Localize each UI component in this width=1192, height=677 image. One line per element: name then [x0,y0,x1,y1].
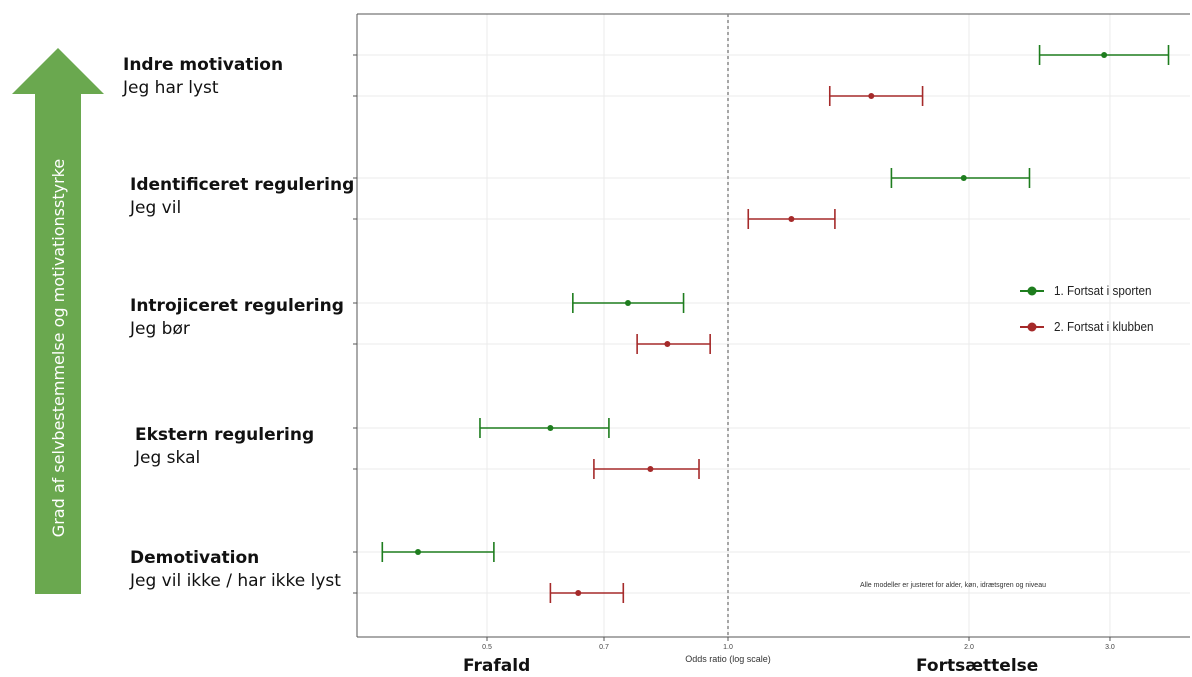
label-fortsaettelse: Fortsættelse [916,656,1039,676]
category-title: Ekstern regulering [135,425,315,445]
point-estimate [575,590,582,596]
category-subtitle: Jeg bør [130,319,190,339]
category-subtitle: Jeg har lyst [123,78,219,98]
point-estimate [624,300,631,306]
point-estimate [547,425,554,431]
x-tick-label: 0.5 [482,644,492,651]
point-estimate [868,93,875,99]
category-title: Identificeret regulering [130,175,355,195]
x-tick-label: 3.0 [1105,644,1115,651]
arrow-shape [12,48,104,594]
legend-marker-icon [1020,286,1044,296]
x-tick-label: 2.0 [964,644,974,651]
x-tick-label: 0.7 [599,644,609,651]
category-label-demotivation: Demotivation Jeg vil ikke / har ikke lys… [130,547,341,593]
x-axis-title: Odds ratio (log scale) [685,654,771,664]
point-estimate [415,549,422,555]
category-label-indre: Indre motivation Jeg har lyst [123,54,283,100]
legend: 1. Fortsat i sporten 2. Fortsat i klubbe… [1018,280,1188,352]
category-subtitle: Jeg skal [135,448,201,468]
plot-panel [357,14,1190,637]
legend-item-sporten: 1. Fortsat i sporten [1018,280,1188,316]
category-subtitle: Jeg vil ikke / har ikke lyst [130,571,341,591]
adjustment-note: Alle modeller er justeret for alder, køn… [860,582,1046,589]
category-title: Introjiceret regulering [130,296,344,316]
x-tick-label: 1.0 [723,644,733,651]
category-label-introjiceret: Introjiceret regulering Jeg bør [130,295,344,341]
point-estimate [664,341,671,347]
category-title: Demotivation [130,548,260,568]
legend-marker-icon [1020,322,1044,332]
category-label-ekstern: Ekstern regulering Jeg skal [135,424,314,470]
legend-item-klubben: 2. Fortsat i klubben [1018,316,1188,352]
point-estimate [1101,52,1108,58]
category-subtitle: Jeg vil [130,198,182,218]
point-estimate [960,175,967,181]
category-label-identificeret: Identificeret regulering Jeg vil [130,174,354,220]
point-estimate [647,466,654,472]
point-estimate [788,216,795,222]
legend-label: 1. Fortsat i sporten [1054,283,1152,298]
legend-label: 2. Fortsat i klubben [1054,319,1154,334]
label-frafald: Frafald [463,656,531,676]
motivation-arrow [12,48,104,594]
category-title: Indre motivation [123,55,284,75]
